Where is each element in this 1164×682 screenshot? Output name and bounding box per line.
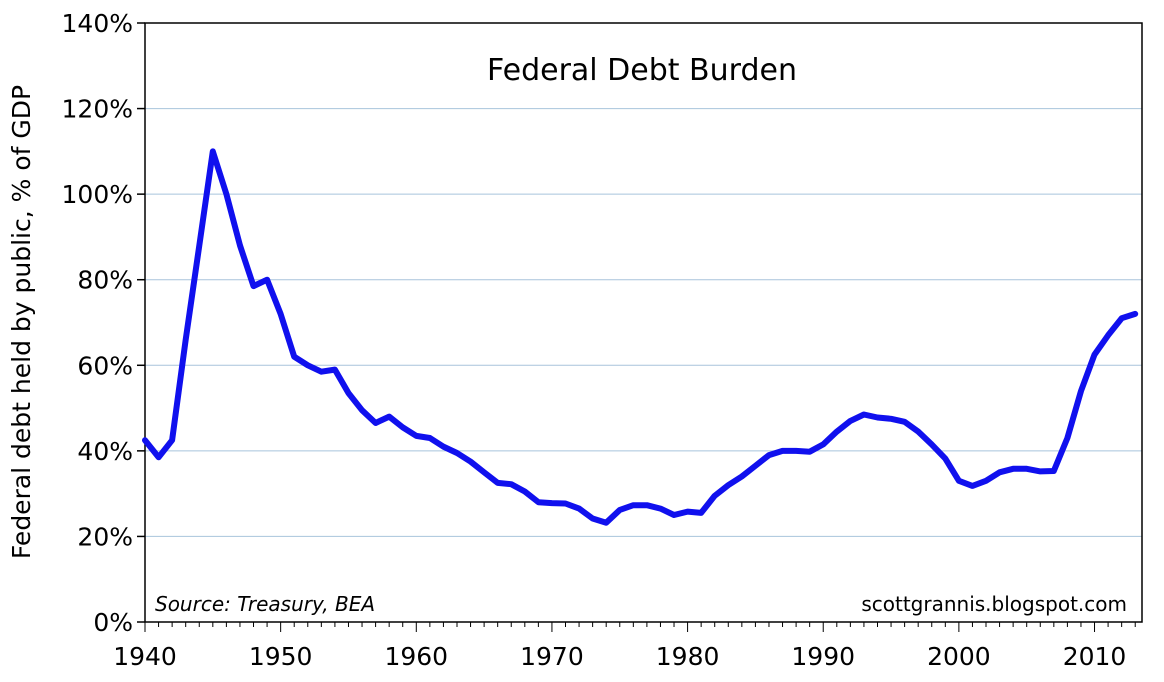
x-tick-label: 1960	[384, 642, 448, 671]
x-tick-label: 1970	[520, 642, 584, 671]
y-axis-label: Federal debt held by public, % of GDP	[7, 85, 36, 559]
y-axis-ticks: 0% 20% 40% 60% 80% 100% 120% 140%	[62, 9, 145, 637]
source-note: Source: Treasury, BEA	[155, 592, 375, 616]
x-tick-label: 1940	[113, 642, 177, 671]
y-tick-label: 40%	[77, 437, 133, 466]
x-axis-ticks: 1940 1950 1960 1970 1980 1990 2000 2010	[113, 622, 1136, 671]
x-tick-label: 1980	[656, 642, 720, 671]
blog-credit: scottgrannis.blogspot.com	[861, 592, 1127, 616]
chart-title: Federal Debt Burden	[487, 53, 797, 88]
y-tick-label: 100%	[62, 180, 133, 209]
y-tick-label: 60%	[77, 351, 133, 380]
x-tick-label: 1950	[249, 642, 313, 671]
x-tick-label: 1990	[791, 642, 855, 671]
plot-frame	[144, 22, 1143, 623]
x-tick-label: 2010	[1063, 642, 1127, 671]
y-tick-label: 140%	[62, 9, 133, 38]
debt-series-line	[142, 148, 1139, 526]
y-tick-label: 20%	[77, 522, 133, 551]
y-tick-label: 0%	[93, 608, 133, 637]
x-tick-label: 2000	[927, 642, 991, 671]
y-tick-label: 80%	[77, 266, 133, 295]
y-tick-label: 120%	[62, 95, 133, 124]
